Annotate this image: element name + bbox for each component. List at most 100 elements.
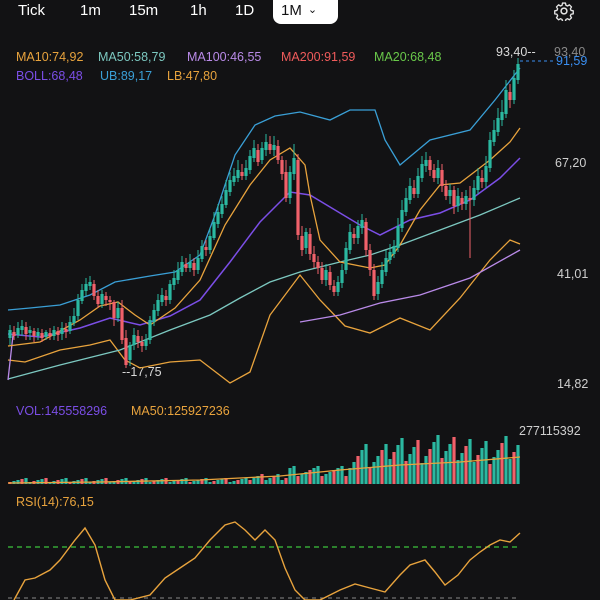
candle-body [20,326,24,330]
volume-bar [136,480,140,484]
candle-body [84,284,88,291]
volume-bar [312,468,316,484]
candle-body [332,286,336,292]
volume-bar [328,472,332,484]
candle [516,58,520,84]
volume-bar [244,478,248,484]
timeframe-1mo-dropdown[interactable]: 1M ⌄ [273,0,338,24]
candle [268,136,272,154]
volume-bar [384,444,388,484]
candle [160,288,164,306]
candle-body [452,190,456,206]
candle [24,322,28,340]
candle [504,80,508,118]
volume-bar [300,474,304,484]
volume-bar [24,478,28,484]
timeframe-1d[interactable]: 1D [235,2,255,19]
candle-body [188,262,192,268]
candle-body [468,198,472,200]
timeframe-15m[interactable]: 15m [129,2,159,19]
candle-body [244,168,248,176]
candle [392,240,396,258]
volume-ma50-legend: MA50:125927236 [131,404,230,418]
volume-bar [36,480,40,484]
candle-body [88,282,92,286]
candle [280,156,284,180]
volume-bar [68,482,72,484]
candle [380,262,384,288]
candle-body [388,252,392,260]
volume-bar [360,450,364,484]
candle [16,322,20,338]
candle [68,316,72,334]
volume-bar [220,479,224,484]
candle [468,186,472,258]
volume-bar [208,482,212,484]
volume-bar [412,447,416,484]
candle [308,228,312,260]
candle-body [108,300,112,302]
candle [332,280,336,296]
timeframe-tick[interactable]: Tick [18,2,45,19]
timeframe-1h[interactable]: 1h [190,2,207,19]
candle-body [472,188,476,200]
volume-bar [512,452,516,484]
candle-body [376,282,380,294]
volume-bar [180,479,184,484]
volume-bar [400,438,404,484]
candle [372,264,376,300]
candle-body [212,222,216,238]
volume-bar [336,468,340,484]
candle [476,168,480,194]
candle-body [112,302,116,318]
gear-icon[interactable] [554,1,574,21]
candle [472,180,476,206]
volume-bar [168,482,172,484]
candle-body [248,156,252,170]
volume-bar [176,480,180,484]
candle [272,136,276,156]
candle-body [448,190,452,196]
candle-body [228,180,232,192]
candle-body [256,150,260,162]
candle [464,190,468,210]
candle-body [196,258,200,270]
candle-body [132,335,136,345]
volume-bar [296,476,300,484]
candle [448,184,452,204]
candle-body [380,270,384,284]
candle [260,142,264,164]
candle-body [464,196,468,204]
ma10-legend: MA10:74,92 [16,50,84,64]
volume-bar [376,456,380,484]
candle [56,327,60,341]
candle [136,330,140,348]
volume-bar [388,459,392,484]
candle-body [176,270,180,280]
volume-bar [452,437,456,484]
volume-bar [396,445,400,484]
candle-body [24,327,28,334]
candle-body [60,328,64,334]
candle-body [16,328,20,335]
candle-body [344,248,348,270]
timeframe-1m[interactable]: 1m [80,2,101,19]
candle-body [224,190,228,205]
candle [324,264,328,286]
volume-bar [204,478,208,484]
candle [436,160,440,184]
candle-body [420,164,424,178]
candle [220,196,224,218]
volume-bar [228,482,232,484]
volume-bar [248,480,252,484]
candle-body [80,290,84,301]
candle [288,166,292,204]
candle-body [476,176,480,190]
candle-body [324,270,328,280]
volume-bar [192,481,196,484]
price-chart[interactable] [0,0,600,400]
timeframe-bar: Tick 1m 15m 1h 1D 1M ⌄ [0,0,600,28]
volume-bar [508,459,512,484]
